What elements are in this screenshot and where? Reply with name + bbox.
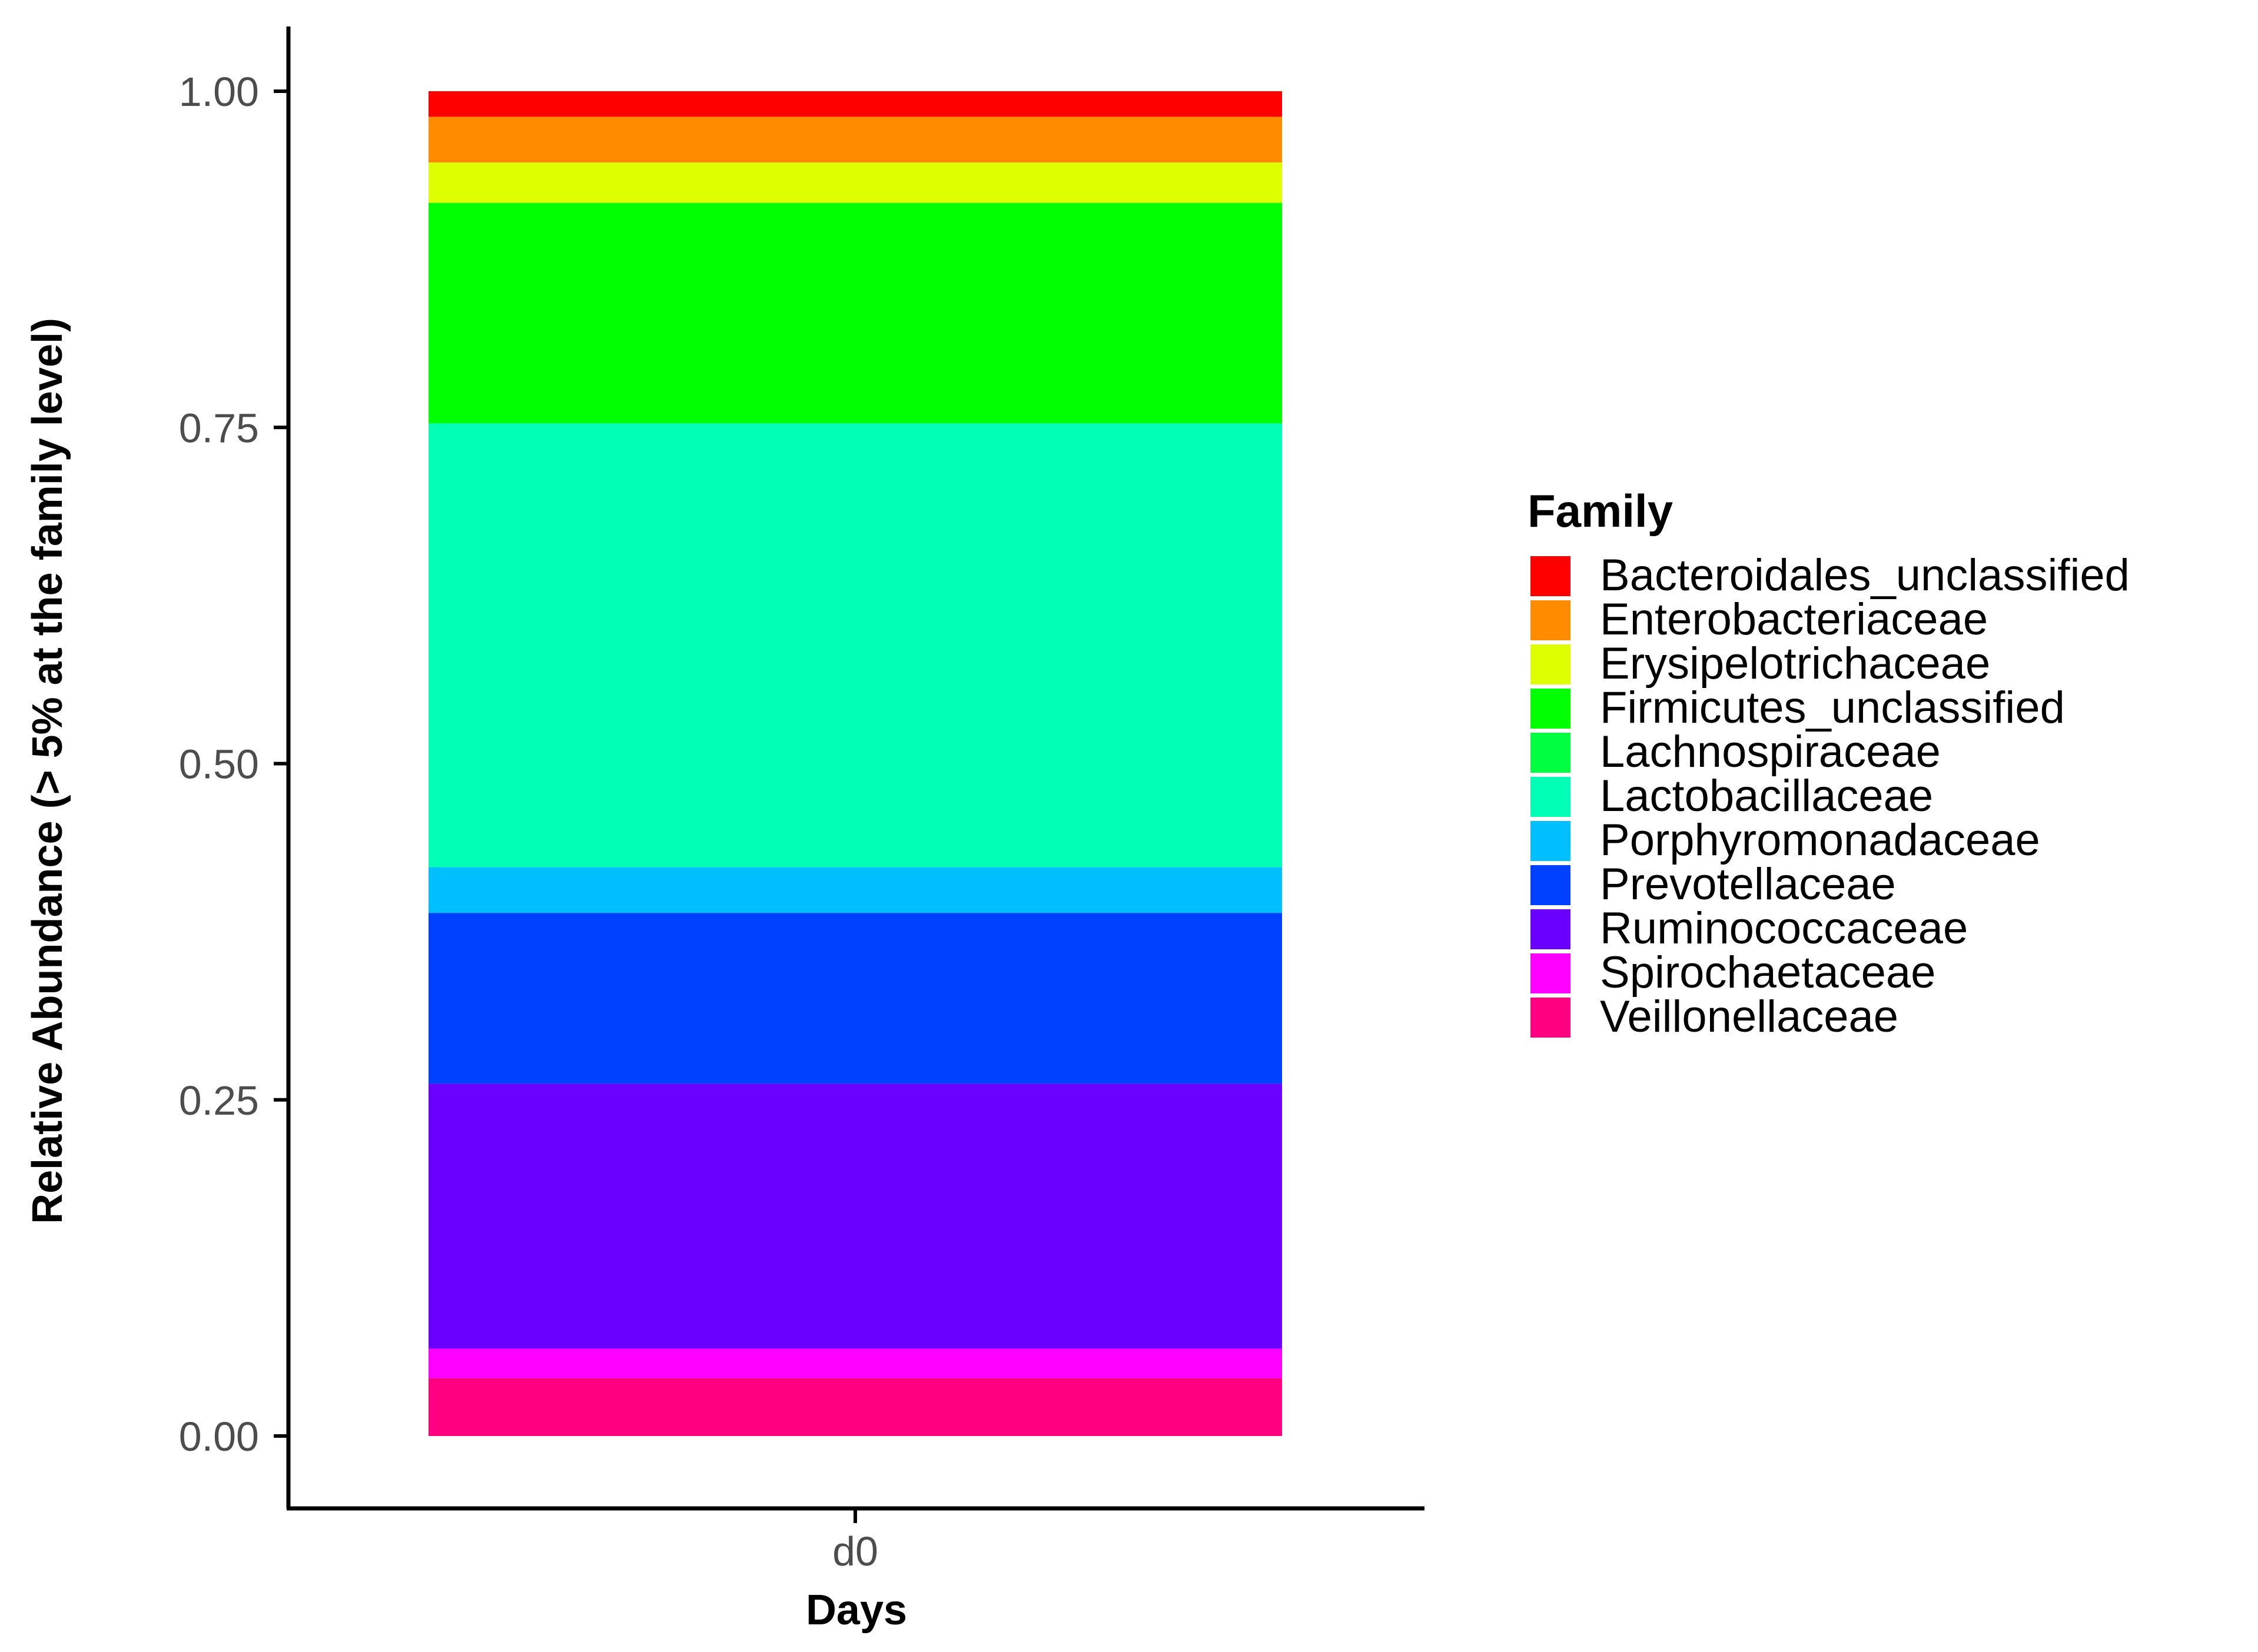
bar-segment-veillonellaceae bbox=[429, 1378, 1282, 1436]
legend-title: Family bbox=[1528, 485, 1673, 537]
bar-segment-prevotellaceae bbox=[429, 913, 1282, 1084]
bar-segment-firmicutes-unclassified bbox=[429, 202, 1282, 424]
legend-key bbox=[1530, 556, 1570, 596]
legend-label: Bacteroidales_unclassified bbox=[1600, 550, 2130, 600]
legend-label: Erysipelotrichaceae bbox=[1600, 639, 1990, 689]
legend: Family Bacteroidales_unclassifiedEnterob… bbox=[1528, 485, 2130, 1042]
legend-key bbox=[1530, 998, 1570, 1038]
y-tick-label: 0.50 bbox=[179, 742, 259, 787]
bar-segment-enterobacteriaceae bbox=[429, 117, 1282, 163]
legend-items: Bacteroidales_unclassifiedEnterobacteria… bbox=[1530, 550, 2130, 1042]
legend-key bbox=[1530, 821, 1570, 861]
legend-label: Porphyromonadaceae bbox=[1600, 815, 2040, 865]
legend-label: Enterobacteriaceae bbox=[1600, 594, 1988, 644]
x-axis-title: Days bbox=[806, 1587, 907, 1634]
bar-segment-erysipelotrichaceae bbox=[429, 162, 1282, 203]
bar-stack bbox=[429, 91, 1282, 1436]
y-ticks: 0.00 0.25 0.50 0.75 1.00 bbox=[179, 69, 288, 1460]
legend-label: Lactobacillaceae bbox=[1600, 771, 1933, 821]
x-tick-label: d0 bbox=[832, 1528, 878, 1574]
legend-key bbox=[1530, 600, 1570, 640]
bar-segment-bacteroidales-unclassified bbox=[429, 91, 1282, 117]
legend-key bbox=[1530, 865, 1570, 905]
x-ticks: d0 bbox=[832, 1508, 878, 1574]
y-tick-label: 0.75 bbox=[179, 405, 259, 451]
y-tick-label: 0.00 bbox=[179, 1414, 259, 1460]
bar-segment-spirochaetaceae bbox=[429, 1348, 1282, 1378]
y-tick-label: 1.00 bbox=[179, 69, 259, 115]
legend-label: Veillonellaceae bbox=[1600, 992, 1898, 1042]
legend-key bbox=[1530, 953, 1570, 993]
legend-key bbox=[1530, 909, 1570, 949]
legend-label: Prevotellaceae bbox=[1600, 859, 1896, 909]
y-tick-label: 0.25 bbox=[179, 1078, 259, 1124]
bar-segment-ruminococcaceae bbox=[429, 1083, 1282, 1349]
bar-segment-lactobacillaceae bbox=[429, 423, 1282, 867]
legend-label: Firmicutes_unclassified bbox=[1600, 683, 2065, 733]
legend-label: Spirochaetaceae bbox=[1600, 948, 1935, 998]
legend-key bbox=[1530, 777, 1570, 817]
legend-key bbox=[1530, 689, 1570, 729]
legend-key bbox=[1530, 733, 1570, 773]
legend-key bbox=[1530, 644, 1570, 684]
y-axis-title: Relative Abundance (> 5% at the family l… bbox=[24, 318, 71, 1224]
legend-label: Ruminococcaceae bbox=[1600, 903, 1968, 953]
bar-segment-porphyromonadaceae bbox=[429, 867, 1282, 913]
legend-label: Lachnospiraceae bbox=[1600, 727, 1941, 777]
